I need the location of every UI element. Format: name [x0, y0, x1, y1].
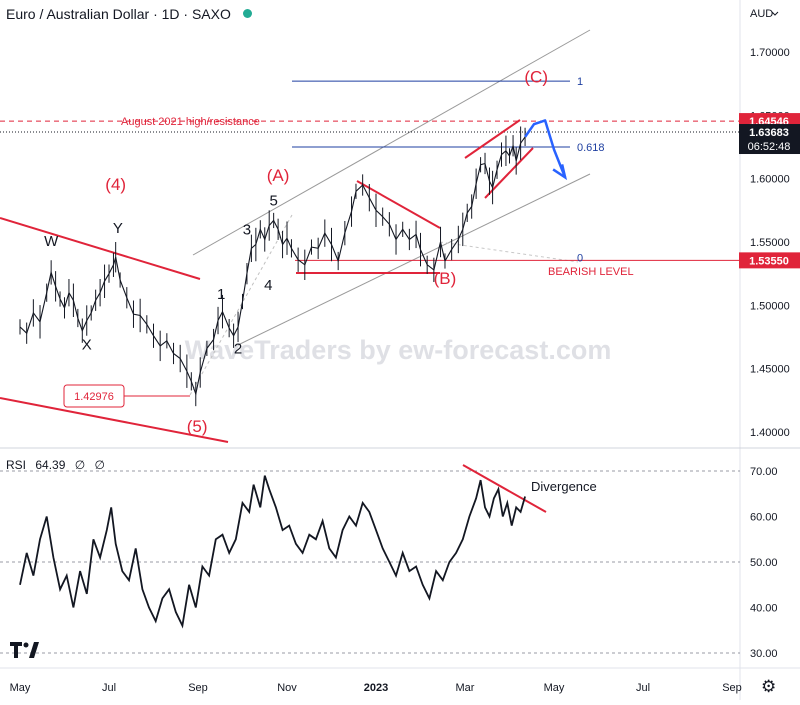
- wave-label: 4: [264, 277, 272, 294]
- time-tick-label: Sep: [722, 682, 742, 694]
- wave-guide-dashed: [189, 214, 293, 396]
- wave-label: 1: [217, 286, 225, 303]
- market-status-dot: [242, 9, 252, 18]
- wave-label: (4): [105, 175, 126, 194]
- rsi-extra-1: ∅: [74, 458, 86, 472]
- rsi-tick-label: 30.00: [750, 648, 778, 660]
- rsi-tick-label: 50.00: [750, 557, 778, 569]
- rsi-tick-label: 70.00: [750, 466, 778, 478]
- wave-label: (C): [524, 67, 548, 86]
- flag-upper-line: [356, 180, 441, 229]
- settings-gear-icon[interactable]: ⚙: [761, 677, 777, 696]
- time-tick-label: Nov: [277, 682, 297, 694]
- fib-0618-label: 0.618: [577, 142, 605, 154]
- price-tick-label: 1.70000: [750, 47, 790, 59]
- time-tick-label: 2023: [364, 682, 388, 694]
- symbol-title[interactable]: Euro / Australian Dollar · 1D · SAXO: [6, 6, 231, 22]
- rsi-divergence-line: [462, 464, 547, 513]
- wave-label: X: [82, 337, 92, 354]
- price-tick-label: 1.55000: [750, 237, 790, 249]
- time-tick-label: Jul: [102, 682, 116, 694]
- rsi-tick-label: 40.00: [750, 603, 778, 615]
- rsi-name: RSI: [6, 458, 27, 472]
- price-tick-label: 1.40000: [750, 427, 790, 439]
- wave-label: (5): [187, 417, 208, 436]
- price-badge-label: 1.53550: [749, 255, 789, 267]
- rsi-tick-label: 60.00: [750, 512, 778, 524]
- wave-label: 2: [234, 340, 242, 357]
- chart-header: Euro / Australian Dollar · 1D · SAXO: [6, 6, 252, 22]
- channel-upper-line: [192, 29, 591, 256]
- wedge-lower-line: [0, 397, 229, 443]
- wave-label: W: [44, 233, 59, 250]
- price-badge: [739, 252, 800, 269]
- wave-guide-dashed-2: [439, 241, 579, 263]
- price-badge: [739, 124, 800, 155]
- august-resistance-label: August 2021 high/resistance: [121, 116, 260, 128]
- channel-lower-line: [237, 173, 591, 346]
- chevron-down-icon: [771, 11, 779, 16]
- projection-arrowhead: [552, 164, 568, 181]
- currency-label: AUD: [750, 8, 773, 20]
- rsi-extra-2: ∅: [94, 458, 105, 472]
- tradingview-logo-icon[interactable]: [10, 642, 40, 663]
- fib-1-label: 1: [577, 76, 583, 88]
- price-tick-label: 1.50000: [750, 300, 790, 312]
- price-badge-countdown: 06:52:48: [748, 141, 791, 153]
- projection-path: [524, 119, 567, 178]
- time-tick-label: Sep: [188, 682, 208, 694]
- bearish-level-label: BEARISH LEVEL: [548, 266, 634, 278]
- time-tick-label: May: [10, 682, 31, 694]
- low-price-box-label: 1.42976: [74, 391, 114, 403]
- watermark-text: WaveTraders by ew-forecast.com: [185, 335, 612, 365]
- fib-0-label: 0: [577, 252, 583, 264]
- price-badge-label: 1.63683: [749, 127, 789, 139]
- time-tick-label: May: [544, 682, 565, 694]
- wave-label: (A): [267, 166, 290, 185]
- wave-label: (B): [434, 269, 457, 288]
- price-line: [19, 136, 526, 397]
- wave-label: 5: [269, 192, 277, 209]
- wave-label: 3: [243, 221, 251, 238]
- rsi-legend[interactable]: RSI 64.39 ∅ ∅: [6, 458, 111, 472]
- price-tick-label: 1.45000: [750, 364, 790, 376]
- wave-label: Y: [113, 220, 123, 237]
- time-tick-label: Mar: [456, 682, 475, 694]
- rsi-value: 64.39: [35, 458, 66, 472]
- wedge-c-upper-line: [464, 119, 521, 159]
- rsi-line: [19, 475, 526, 629]
- price-tick-label: 1.60000: [750, 174, 790, 186]
- time-tick-label: Jul: [636, 682, 650, 694]
- divergence-label: Divergence: [531, 479, 597, 494]
- wedge-upper-line: [0, 217, 201, 280]
